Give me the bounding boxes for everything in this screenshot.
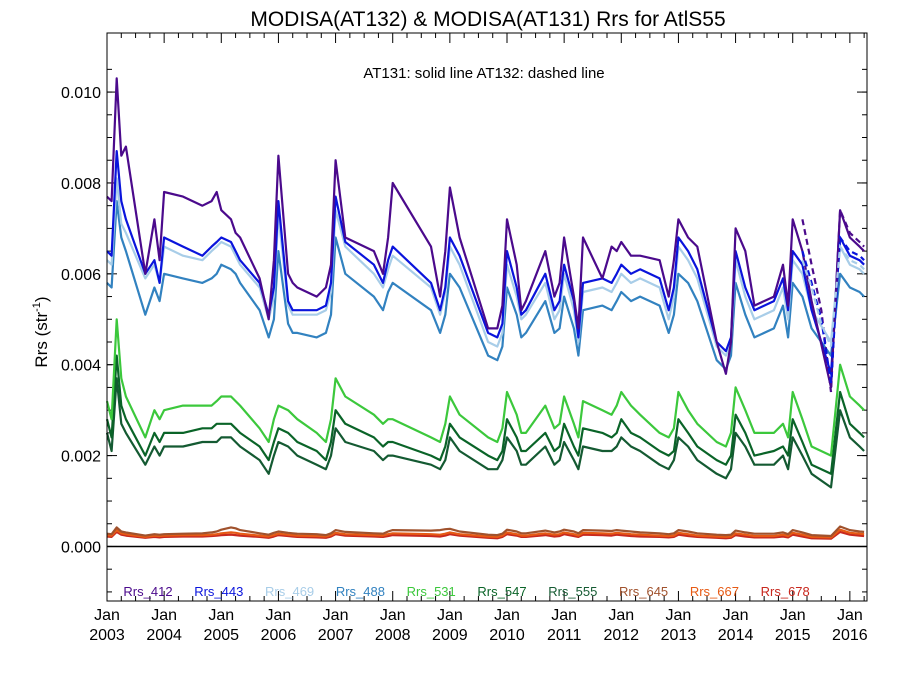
- line-style-annotation: AT131: solid line AT132: dashed line: [363, 65, 604, 82]
- x-tick-label-year: 2013: [661, 627, 697, 644]
- x-tick-label-month: Jan: [551, 607, 577, 624]
- y-tick-label: 0.008: [61, 176, 101, 193]
- dashed-series-line-rrs_469: [801, 243, 865, 347]
- y-axis-title-main: Rrs (str: [32, 312, 51, 368]
- y-tick-label: 0.006: [61, 267, 101, 284]
- x-tick-label-month: Jan: [494, 607, 520, 624]
- x-tick-label-year: 2014: [718, 627, 754, 644]
- plot-layer: 0.000 0.002 0.004 0.006 0.008 0.010 Jan 2003 Jan…: [61, 33, 868, 644]
- plot-frame: [106, 32, 868, 602]
- x-tick-label-month: Jan: [380, 607, 406, 624]
- x-tick-label-year: 2008: [375, 627, 411, 644]
- legend-entry-rrs_469: Rrs_469: [265, 584, 314, 599]
- x-tick-label-month: Jan: [723, 607, 749, 624]
- y-tick-label: 0.004: [61, 358, 101, 375]
- x-tick-label-month: Jan: [780, 607, 806, 624]
- legend-entry-rrs_531: Rrs_531: [407, 584, 456, 599]
- series-line-rrs_412: [106, 77, 865, 389]
- x-tick-label-month: Jan: [94, 607, 120, 624]
- x-tick-label-year: 2004: [146, 627, 182, 644]
- x-tick-label-year: 2016: [832, 627, 868, 644]
- chart-title: MODISA(AT132) & MODISA(AT131) Rrs for At…: [250, 8, 725, 31]
- y-axis-title-group: Rrs (str-1): [31, 296, 51, 367]
- x-tick-label-year: 2015: [775, 627, 811, 644]
- y-tick-label: 0.002: [61, 449, 101, 466]
- dashed-series-line-rrs_412: [801, 209, 865, 393]
- legend-entry-rrs_678: Rrs_678: [761, 584, 810, 599]
- legend-entry-rrs_555: Rrs_555: [548, 584, 597, 599]
- x-tick-label-month: Jan: [151, 607, 177, 624]
- x-tick-label-month: Jan: [323, 607, 349, 624]
- y-axis-title-close: ): [32, 296, 51, 302]
- x-tick-label-month: Jan: [266, 607, 292, 624]
- legend-entry-rrs_645: Rrs_645: [619, 584, 668, 599]
- series-line-rrs_531: [105, 318, 865, 457]
- x-tick-label-month: Jan: [208, 607, 234, 624]
- x-tick-label-month: Jan: [837, 607, 863, 624]
- legend-entry-rrs_488: Rrs_488: [336, 584, 385, 599]
- series-line-rrs_667: [106, 528, 865, 539]
- y-tick-label: 0.010: [61, 85, 101, 102]
- x-tick-label-year: 2011: [547, 627, 582, 644]
- x-tick-label-year: 2012: [603, 627, 639, 644]
- series-line-rrs_555: [105, 377, 865, 489]
- x-tick-label-year: 2007: [318, 627, 354, 644]
- x-tick-label-month: Jan: [437, 607, 463, 624]
- x-tick-label-month: Jan: [666, 607, 692, 624]
- legend-entry-rrs_667: Rrs_667: [690, 584, 739, 599]
- x-tick-label-year: 2005: [203, 627, 239, 644]
- x-tick-label-month: Jan: [608, 607, 634, 624]
- x-tick-label-year: 2009: [432, 627, 468, 644]
- y-tick-label: 0.000: [61, 539, 101, 556]
- x-tick-label-year: 2003: [89, 627, 125, 644]
- x-tick-label-year: 2006: [261, 627, 297, 644]
- y-axis-title: Rrs (str-1): [31, 296, 51, 367]
- series-line-rrs_443: [106, 150, 865, 375]
- series-line-rrs_488: [106, 200, 865, 371]
- series-line-rrs_678: [106, 530, 865, 540]
- legend-entry-rrs_547: Rrs_547: [477, 584, 526, 599]
- series-line-rrs_645: [106, 525, 865, 538]
- series-line-rrs_547: [105, 354, 865, 475]
- legend-entry-rrs_412: Rrs_412: [123, 584, 172, 599]
- legend-entry-rrs_443: Rrs_443: [194, 584, 243, 599]
- x-tick-label-year: 2010: [489, 627, 525, 644]
- y-axis-title-exponent: -1: [31, 302, 43, 312]
